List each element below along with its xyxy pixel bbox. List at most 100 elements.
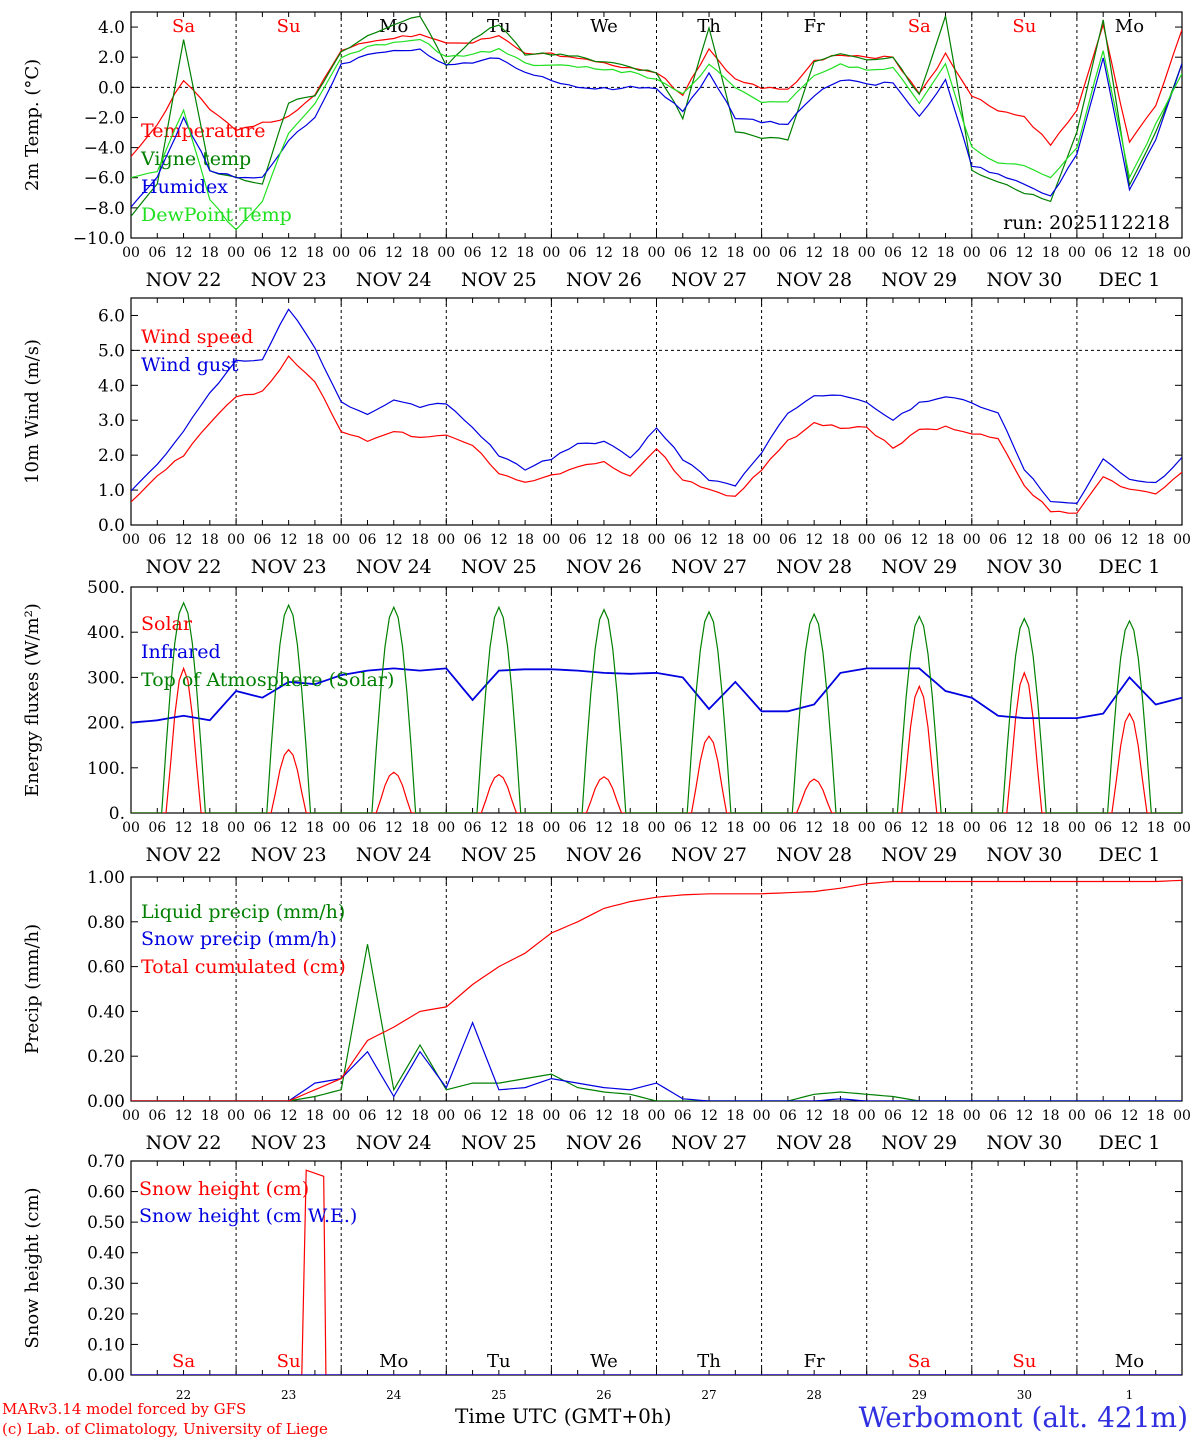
y-tick-label: −2.0 [84, 108, 125, 128]
day-number-label: 29 [912, 1388, 927, 1402]
time-axis-title: Time UTC (GMT+0h) [455, 1404, 672, 1428]
panel-2: 0.0 1.0 2.0 3.0 4.0 5.0 6.0 10m Wind (m/s) 00 06 1… [22, 297, 1191, 578]
hour-label: 06 [569, 245, 587, 261]
date-label: NOV 22 [146, 269, 222, 291]
series-line [131, 38, 1182, 231]
hour-label: 00 [1068, 532, 1086, 548]
y-tick-label: 4.0 [98, 18, 125, 38]
hour-label: 12 [280, 1108, 298, 1124]
hour-label: 00 [1068, 820, 1086, 836]
hour-label: 12 [1121, 1108, 1139, 1124]
hour-label: 18 [306, 1108, 324, 1124]
panel-3: 0. 100. 200. 300. 400. 500. Energy fluxes (W/m… [22, 578, 1191, 866]
series-line [131, 1169, 1182, 1375]
hour-label: 18 [411, 532, 429, 548]
date-label: NOV 24 [356, 1132, 432, 1154]
hour-label: 12 [1121, 245, 1139, 261]
day-name-label: Sa [172, 16, 195, 37]
day-name-label: We [590, 16, 618, 37]
hour-label: 06 [569, 820, 587, 836]
hour-label: 06 [1094, 245, 1112, 261]
day-name-label: Sa [908, 1351, 931, 1372]
day-name-label: Su [1012, 16, 1036, 37]
hour-label: 18 [1147, 245, 1165, 261]
legend-entry: Snow precip (mm/h) [141, 928, 337, 950]
y-tick-label: 0.80 [87, 913, 125, 933]
hour-label: 00 [858, 1108, 876, 1124]
y-tick-label: 1.0 [98, 481, 125, 501]
date-label: NOV 30 [986, 269, 1062, 291]
hour-label: 12 [175, 532, 193, 548]
day-name-label: Fr [804, 16, 825, 37]
footer-model-credit: MARv3.14 model forced by GFS [2, 1400, 246, 1418]
date-label: NOV 27 [671, 1132, 747, 1154]
hour-label: 06 [779, 1108, 797, 1124]
hour-label: 06 [359, 245, 377, 261]
hour-label: 00 [963, 1108, 981, 1124]
series-line [131, 1020, 1182, 1101]
hour-label: 06 [989, 532, 1007, 548]
hour-label: 18 [937, 245, 955, 261]
hour-label: 18 [1147, 1108, 1165, 1124]
hour-label: 18 [726, 532, 744, 548]
hour-label: 00 [648, 1108, 666, 1124]
y-tick-label: 5.0 [98, 341, 125, 361]
date-label: NOV 29 [881, 556, 957, 578]
y-tick-label: 6.0 [98, 306, 125, 326]
series-line [131, 355, 1182, 514]
series-line [131, 308, 1182, 505]
y-tick-label: 2.0 [98, 48, 125, 68]
hour-label: 18 [937, 532, 955, 548]
y-axis-title: Snow height (cm) [22, 1187, 43, 1348]
hour-label: 00 [1068, 245, 1086, 261]
y-tick-label: 1.00 [87, 868, 125, 888]
series-line [131, 601, 1182, 813]
hour-label: 18 [832, 532, 850, 548]
day-name-label: Su [277, 16, 301, 37]
day-number-label: 25 [491, 1388, 506, 1402]
date-label: NOV 30 [986, 556, 1062, 578]
hour-label: 18 [621, 820, 639, 836]
hour-label: 12 [490, 532, 508, 548]
panel-5: 0.00 0.10 0.20 0.30 0.40 0.50 0.60 0.70 Snow hei… [22, 1152, 1183, 1402]
hour-label: 06 [884, 245, 902, 261]
hour-label: 12 [1015, 245, 1033, 261]
hour-label: 06 [359, 820, 377, 836]
hour-label: 06 [884, 820, 902, 836]
hour-label: 06 [464, 532, 482, 548]
hour-label: 00 [122, 245, 140, 261]
day-name-label: Tu [487, 1351, 511, 1372]
hour-label: 00 [437, 245, 455, 261]
hour-label: 00 [227, 1108, 245, 1124]
date-label: NOV 27 [671, 269, 747, 291]
y-tick-label: −10.0 [73, 229, 125, 249]
hour-label: 00 [227, 532, 245, 548]
date-label: NOV 29 [881, 1132, 957, 1154]
hour-label: 12 [595, 1108, 613, 1124]
hour-label: 06 [359, 532, 377, 548]
y-tick-label: 200. [87, 714, 125, 734]
y-tick-label: 0.50 [87, 1213, 125, 1233]
date-label: NOV 26 [566, 556, 642, 578]
hour-label: 18 [516, 245, 534, 261]
hour-label: 12 [1121, 820, 1139, 836]
y-axis-title: 10m Wind (m/s) [22, 339, 43, 484]
date-label: NOV 22 [146, 556, 222, 578]
date-label: NOV 24 [356, 844, 432, 866]
date-label: NOV 26 [566, 1132, 642, 1154]
hour-label: 12 [910, 532, 928, 548]
date-label: NOV 23 [251, 1132, 327, 1154]
hour-label: 00 [963, 245, 981, 261]
legend-entry: Total cumulated (cm) [141, 956, 346, 978]
day-name-label: Mo [1115, 16, 1144, 37]
y-tick-label: 0.0 [98, 516, 125, 536]
hour-label: 18 [832, 820, 850, 836]
hour-label: 06 [1094, 1108, 1112, 1124]
date-label: NOV 23 [251, 269, 327, 291]
hour-label: 12 [385, 820, 403, 836]
date-label: NOV 22 [146, 844, 222, 866]
day-number-label: 30 [1017, 1388, 1032, 1402]
hour-label: 18 [411, 820, 429, 836]
footer-lab-credit: (c) Lab. of Climatology, University of L… [2, 1420, 328, 1438]
panel-1: −10.0 −8.0 −6.0 −4.0 −2.0 0.0 2.0 4.0 2m Temp. (… [22, 11, 1191, 291]
